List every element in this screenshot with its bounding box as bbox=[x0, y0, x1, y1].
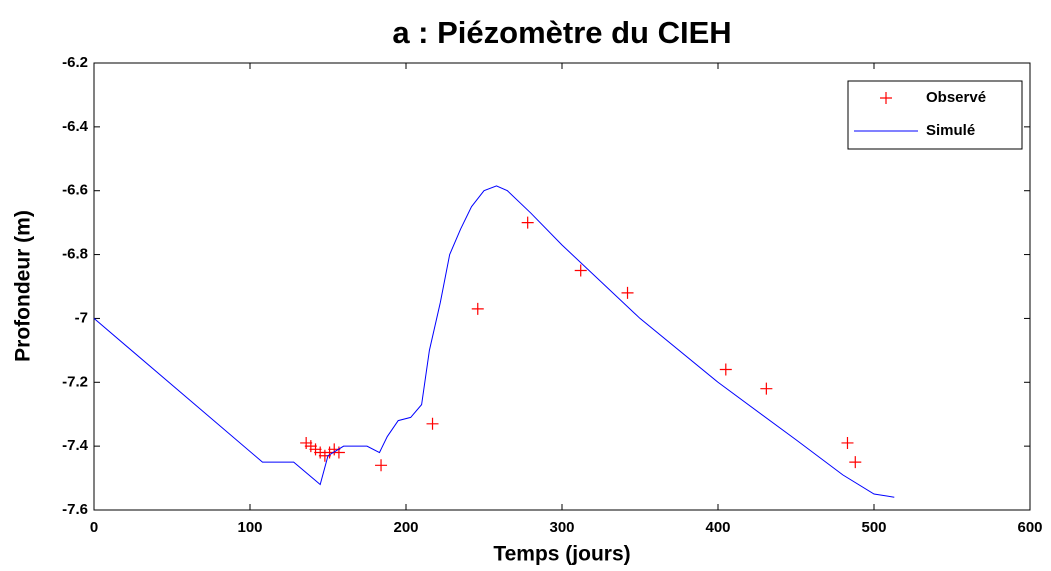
observed-point bbox=[849, 456, 862, 469]
legend bbox=[847, 80, 1023, 150]
legend-label: Observé bbox=[926, 89, 986, 106]
x-tick-label: 200 bbox=[393, 519, 418, 536]
y-tick-label: -6.4 bbox=[62, 118, 89, 135]
x-tick-label: 100 bbox=[237, 519, 262, 536]
y-tick-label: -7 bbox=[75, 309, 88, 326]
legend-marker bbox=[880, 92, 892, 104]
observed-point bbox=[841, 436, 854, 449]
x-tick-label: 600 bbox=[1017, 519, 1042, 536]
observed-point bbox=[471, 302, 484, 315]
observed-point bbox=[304, 440, 317, 453]
x-tick-label: 400 bbox=[705, 519, 730, 536]
y-tick-label: -7.2 bbox=[62, 373, 88, 390]
y-tick-label: -6.2 bbox=[62, 54, 88, 71]
x-tick-label: 500 bbox=[861, 519, 886, 536]
observed-point bbox=[719, 363, 732, 376]
observed-point bbox=[621, 286, 634, 299]
x-tick-label: 300 bbox=[549, 519, 574, 536]
legend-label: Simulé bbox=[926, 122, 975, 139]
y-axis-label: Profondeur (m) bbox=[12, 210, 35, 362]
observed-point bbox=[309, 443, 322, 456]
x-tick-label: 0 bbox=[90, 519, 98, 536]
observed-point bbox=[426, 417, 439, 430]
y-tick-label: -7.6 bbox=[62, 501, 88, 518]
simulated-line bbox=[93, 185, 895, 498]
y-tick-label: -7.4 bbox=[62, 437, 89, 454]
y-tick-label: -6.8 bbox=[62, 246, 88, 263]
observed-point bbox=[375, 459, 388, 472]
observed-point bbox=[300, 436, 313, 449]
observed-point bbox=[574, 264, 587, 277]
x-axis-label: Temps (jours) bbox=[493, 543, 630, 566]
y-tick-label: -6.6 bbox=[62, 182, 88, 199]
chart-title: a : Piézomètre du CIEH bbox=[392, 15, 731, 50]
observed-point bbox=[760, 382, 773, 395]
observed-point bbox=[521, 216, 534, 229]
